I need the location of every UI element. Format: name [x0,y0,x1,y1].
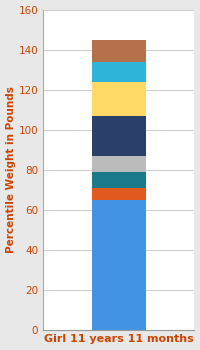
Bar [92,40,146,62]
Bar [92,155,146,172]
Y-axis label: Percentile Weight in Pounds: Percentile Weight in Pounds [6,86,16,253]
Bar [92,116,146,155]
Bar [92,188,146,200]
Bar [92,82,146,116]
Bar [92,62,146,82]
Bar [92,199,146,330]
Bar [92,172,146,188]
